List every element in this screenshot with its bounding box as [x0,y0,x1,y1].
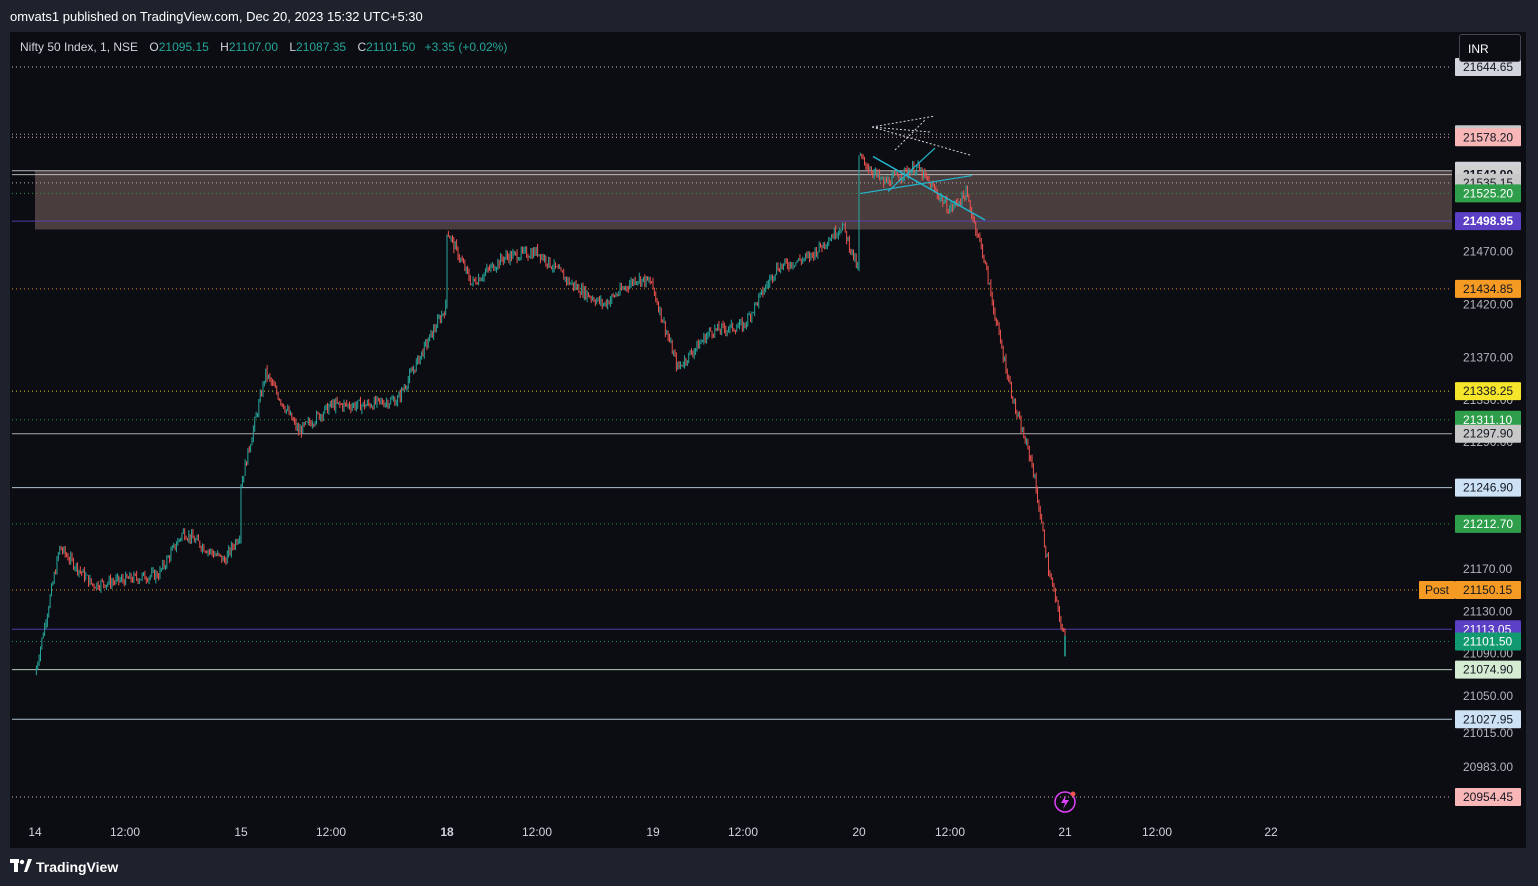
price-tick-label: 21015.00 [1463,726,1513,740]
candles [35,152,1066,676]
chart-area[interactable] [10,32,1526,848]
svg-text:21338.25: 21338.25 [1463,384,1513,398]
close-key: C [357,40,367,54]
svg-text:21246.90: 21246.90 [1463,481,1513,495]
time-tick-label: 12:00 [728,825,758,839]
time-tick-label: 20 [852,825,866,839]
open-key: O [149,40,159,54]
price-tick-label: 21050.00 [1463,689,1513,703]
trend-drawings [859,115,986,221]
price-level-tag: 21212.70 [1455,514,1521,533]
svg-text:21644.65: 21644.65 [1463,60,1513,74]
time-tick-label: 14 [28,825,42,839]
price-level-tag: 20954.45 [1455,788,1521,806]
time-tick-label: 12:00 [110,825,140,839]
price-level-tag: 21644.65 [1455,58,1521,76]
price-level-tag: 21578.20 [1455,128,1521,147]
supply-zone [35,170,1452,230]
footer-bar [0,848,1538,886]
trend-line [872,155,986,221]
svg-text:21150.15: 21150.15 [1463,583,1512,597]
svg-text:21311.10: 21311.10 [1463,413,1512,427]
fib-fan-line [894,119,926,151]
price-level-tag: 21297.90 [1455,424,1521,443]
currency-button[interactable]: INR [1459,34,1521,62]
price-level-tag: 21027.95 [1455,710,1521,729]
price-tick-label: 21370.00 [1463,350,1513,364]
svg-text:21434.85: 21434.85 [1463,282,1513,296]
open-value: 21095.15 [158,40,209,54]
tradingview-logo-icon [10,859,32,872]
trend-line [859,174,973,195]
svg-text:21498.95: 21498.95 [1463,214,1513,228]
price-tick-label: 21420.00 [1463,298,1513,312]
high-value: 21107.00 [228,40,278,54]
time-tick-label: 18 [440,825,454,839]
price-tick-label: 21470.00 [1463,245,1513,259]
time-tick-label: 22 [1264,825,1278,839]
svg-text:21212.70: 21212.70 [1463,517,1513,531]
time-tick-label: 15 [234,825,248,839]
time-tick-label: 12:00 [522,825,552,839]
svg-text:20954.45: 20954.45 [1463,790,1513,804]
low-value: 21087.35 [296,40,347,54]
price-level-tag: 21434.85 [1455,279,1521,298]
fib-fan-line [871,115,936,128]
price-level-tag: 21338.25 [1455,382,1521,401]
time-tick-label: 19 [646,825,660,839]
price-axis: 21644.6521470.0021420.0021370.0021330.00… [1419,58,1521,806]
ohlc-legend: Nifty 50 Index, 1, NSE O21095.15 H21107.… [20,40,507,54]
change-value: +3.35 (+0.02%) [424,40,508,54]
fib-fan-line [871,126,931,133]
high-key: H [220,40,229,54]
price-tick-label: 20983.00 [1463,760,1513,774]
tradingview-brand: TradingView [36,859,119,875]
zone-layer [35,170,1452,230]
svg-text:21578.20: 21578.20 [1463,130,1513,144]
svg-text:21101.50: 21101.50 [1463,634,1512,648]
time-axis: 14 12:00 15 12:00 18 12:00 19 12:00 20 12:00 21 12:… [28,825,1278,839]
fib-fan-line [871,126,971,156]
price-level-tag: 21246.90 [1455,478,1521,497]
close-value: 21101.50 [366,40,416,54]
trend-line [887,147,936,192]
price-level-tag: 21525.20 [1455,184,1521,203]
time-tick-label: 21 [1058,825,1072,839]
time-tick-label: 12:00 [316,825,346,839]
svg-text:21074.90: 21074.90 [1463,663,1513,677]
time-tick-label: 12:00 [935,825,965,839]
svg-text:21297.90: 21297.90 [1463,427,1513,441]
time-tick-label: 12:00 [1142,825,1172,839]
svg-text:21027.95: 21027.95 [1463,712,1513,726]
price-level-tag: 21101.50 [1455,632,1521,651]
price-level-tag: 21074.90 [1455,660,1521,679]
low-key: L [289,40,297,54]
lightning-icon[interactable] [1053,789,1079,815]
published-text: omvats1 published on TradingView.com, De… [10,9,423,24]
svg-text:21525.20: 21525.20 [1463,186,1513,200]
price-tick-label: 21130.00 [1463,604,1512,618]
price-level-tag: 21150.15 Post [1419,581,1521,600]
svg-text:Post: Post [1425,583,1450,597]
price-level-tag: 21498.95 [1455,212,1521,231]
level-lines [12,66,1452,798]
symbol-label: Nifty 50 Index, 1, NSE [20,40,139,54]
published-bar: omvats1 published on TradingView.com, De… [0,0,1538,32]
price-level-tag: 21311.10 [1455,410,1521,429]
price-tick-label: 21170.00 [1463,562,1512,576]
